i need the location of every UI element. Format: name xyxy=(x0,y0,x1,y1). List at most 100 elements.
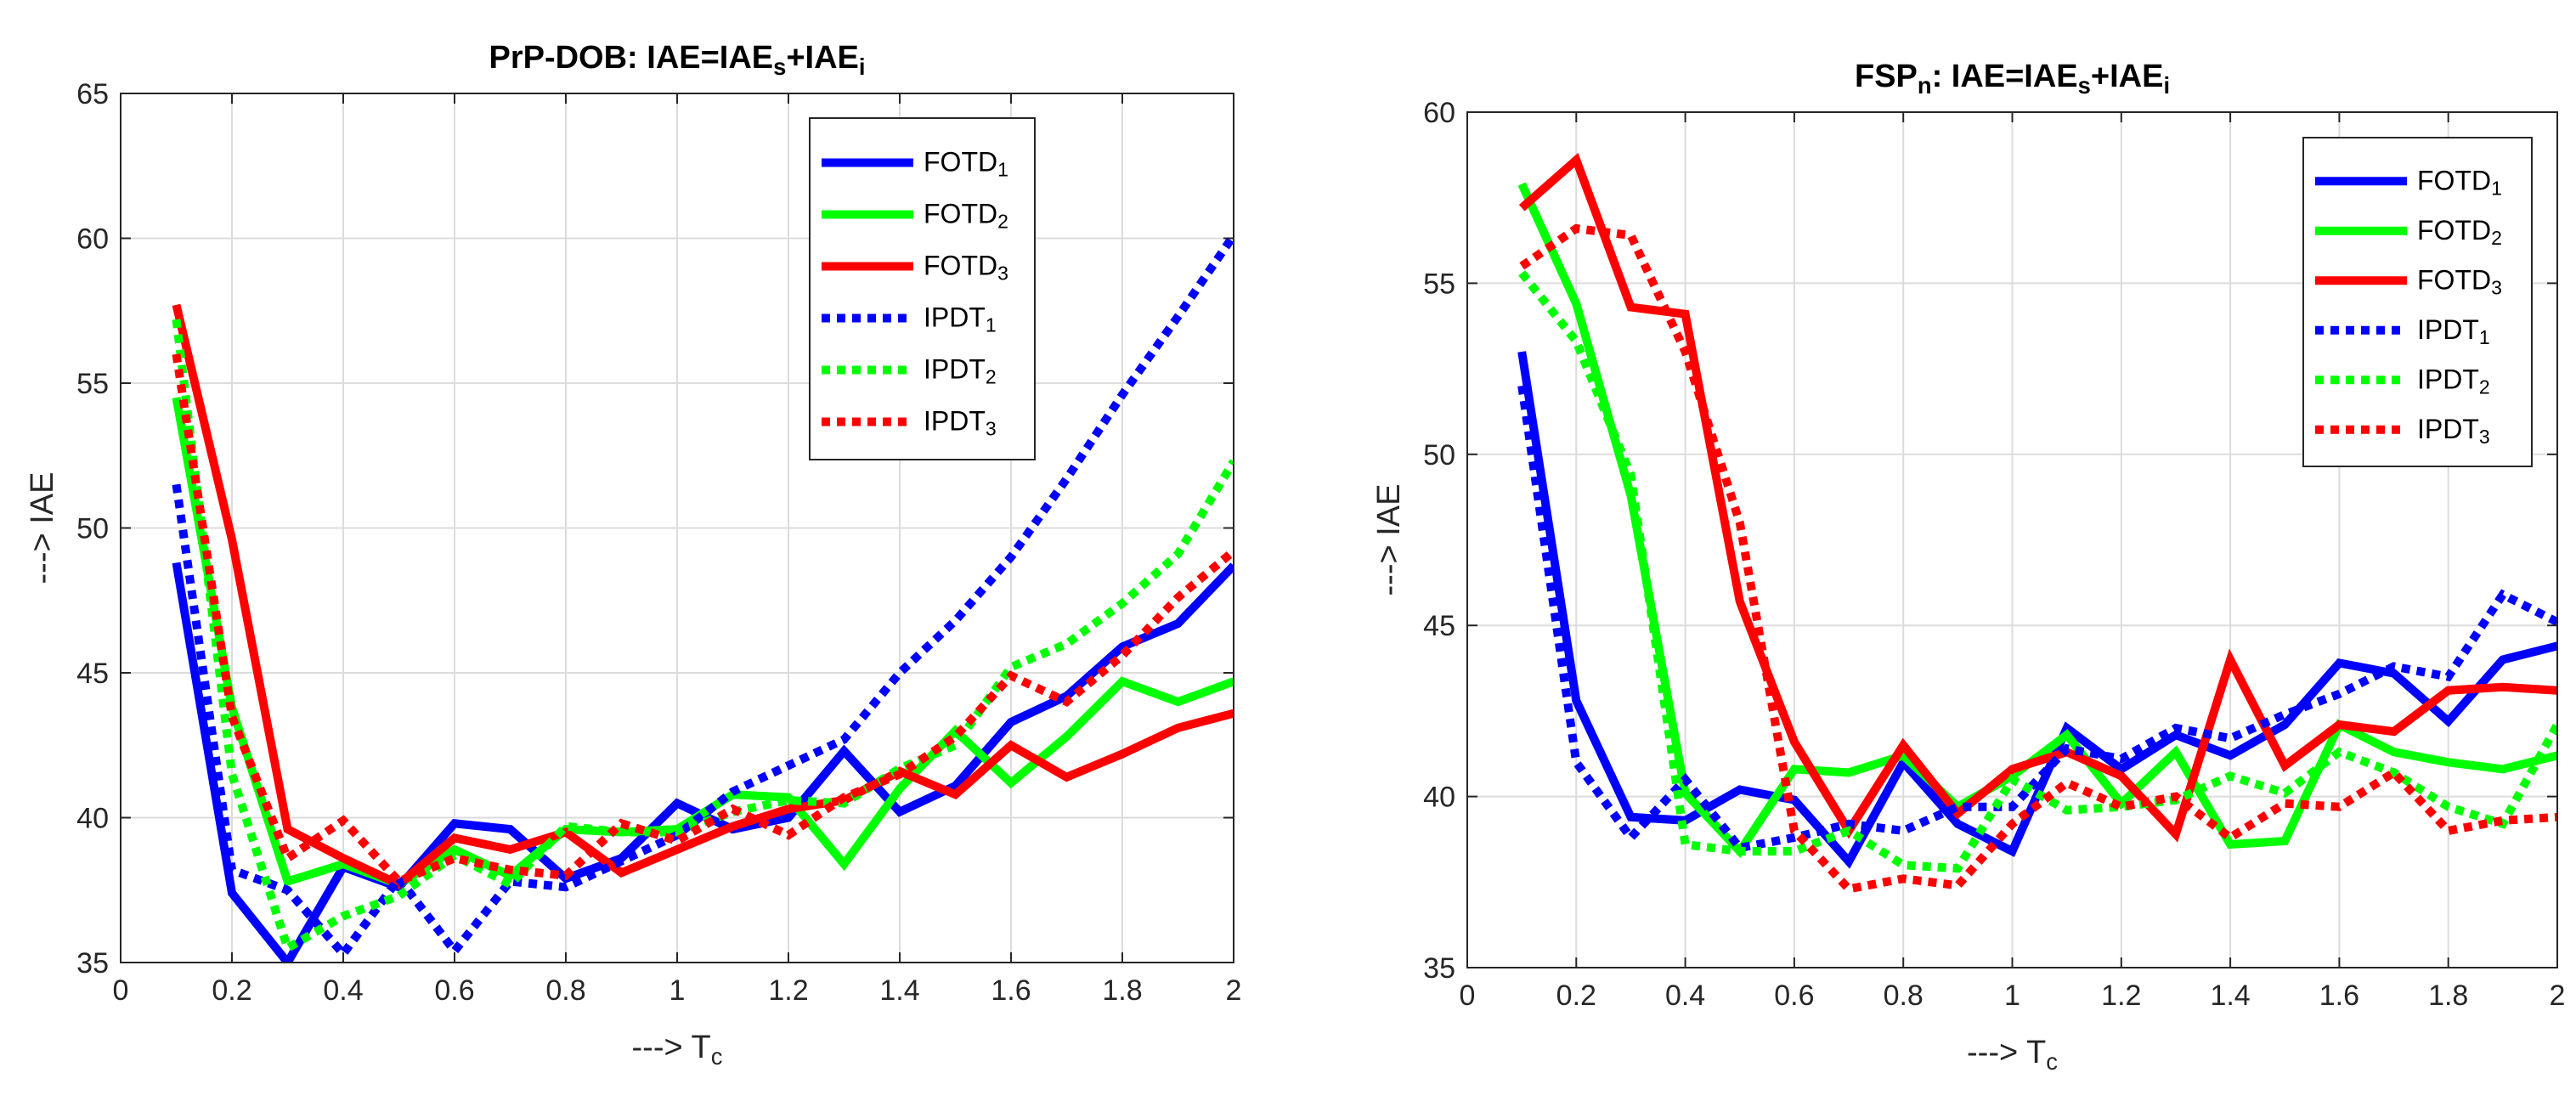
chart-title-text: +IAE xyxy=(786,40,859,76)
x-tick-label: 2 xyxy=(2550,980,2566,1012)
x-tick-label: 0.4 xyxy=(1665,980,1705,1012)
x-tick-label: 0.6 xyxy=(1774,980,1814,1012)
x-tick-label: 1.2 xyxy=(2101,980,2141,1012)
legend-label-subscript: 2 xyxy=(997,211,1008,233)
series-line-fotd-2 xyxy=(1517,182,2557,859)
chart-title-text: FSP xyxy=(1855,59,1918,94)
chart-title-subscript: s xyxy=(773,54,786,80)
legend-box xyxy=(2302,137,2533,467)
series-line-ipdt-3 xyxy=(172,353,1234,887)
y-tick-label: 55 xyxy=(76,368,109,400)
legend-label: IPDT3 xyxy=(924,406,997,440)
x-axis-label: ---> Tc xyxy=(1967,1035,2058,1075)
chart-prp-dob: 0 0.2 0.4 0.6 0.8 1 1.2 1.4 1.6 1.8 2 35 40 45 50 55 60 6… xyxy=(25,40,1241,1070)
y-tick-label: 60 xyxy=(1423,97,1455,129)
legend-label-subscript: 1 xyxy=(2479,326,2490,348)
chart-title: PrP-DOB: IAE=IAEs+IAEi xyxy=(489,40,865,80)
chart-title-subscript: i xyxy=(859,54,866,80)
legend-label-subscript: 2 xyxy=(986,366,997,388)
x-tick-label: 0.8 xyxy=(545,974,585,1007)
legend-label: FOTD3 xyxy=(924,251,1008,285)
legend-label-text: IPDT xyxy=(2417,414,2479,444)
legend-box xyxy=(809,117,1036,460)
y-tick-label: 55 xyxy=(1423,268,1455,300)
y-tick-label: 45 xyxy=(1423,610,1455,642)
chart-title-subscript: s xyxy=(2078,72,2091,99)
series-line-ipdt-1 xyxy=(1517,385,2557,853)
y-axis-label: ---> IAE xyxy=(25,472,60,584)
y-tick-label: 40 xyxy=(76,803,109,835)
legend-label: IPDT2 xyxy=(924,354,997,388)
chart-fsp-n: 0 0.2 0.4 0.6 0.8 1 1.2 1.4 1.6 1.8 2 35 40 45 50 55 60 F… xyxy=(1371,59,2565,1075)
x-tick-label: 2 xyxy=(1226,974,1242,1007)
x-tick-label: 0.2 xyxy=(1556,980,1596,1012)
legend-label: FOTD1 xyxy=(2417,165,2502,199)
legend-label-text: IPDT xyxy=(2417,364,2479,394)
series-line-fotd-3 xyxy=(1518,152,2557,843)
legend-label-subscript: 1 xyxy=(2491,178,2502,200)
legend-label-text: IPDT xyxy=(924,406,986,437)
x-tick-label: 0.2 xyxy=(212,974,251,1007)
legend-label-subscript: 3 xyxy=(997,263,1008,285)
x-tick-label: 1.6 xyxy=(2319,980,2359,1012)
series-line-ipdt-3 xyxy=(1519,223,2557,894)
legend-label-text: FOTD xyxy=(924,199,997,229)
legend-label-subscript: 3 xyxy=(986,418,997,440)
x-axis-label-subscript: c xyxy=(711,1043,723,1070)
legend-label: IPDT2 xyxy=(2417,364,2490,398)
y-tick-label: 35 xyxy=(76,947,109,980)
x-tick-label: 1 xyxy=(669,974,686,1007)
series-group xyxy=(1517,152,2557,894)
x-tick-label: 1.4 xyxy=(2210,980,2250,1012)
y-tick-label: 40 xyxy=(1423,782,1455,814)
x-axis-label-subscript: c xyxy=(2046,1048,2058,1075)
y-tick-label: 45 xyxy=(76,658,109,690)
chart-title-subscript: i xyxy=(2163,72,2170,99)
x-tick-label: 1 xyxy=(2004,980,2020,1012)
legend-label: FOTD2 xyxy=(2417,215,2502,249)
x-tick-label: 0 xyxy=(113,974,129,1007)
y-tick-label: 50 xyxy=(76,513,109,545)
legend-label-subscript: 2 xyxy=(2479,376,2490,398)
legend-label: FOTD1 xyxy=(924,147,1008,181)
chart-title-subscript: n xyxy=(1918,72,1932,99)
chart-title-text: : IAE=IAE xyxy=(1932,59,2078,94)
x-tick-label: 0 xyxy=(1460,980,1476,1012)
legend-label: FOTD3 xyxy=(2417,264,2502,298)
legend-label: FOTD2 xyxy=(924,199,1008,233)
x-tick-label: 0.6 xyxy=(434,974,474,1007)
legend-label-subscript: 3 xyxy=(2479,426,2490,448)
x-tick-label: 1.4 xyxy=(879,974,919,1007)
chart-title: FSPn: IAE=IAEs+IAEi xyxy=(1855,59,2170,99)
series-group xyxy=(172,233,1234,963)
legend-label-subscript: 1 xyxy=(986,314,997,336)
chart-title-text: PrP-DOB: IAE=IAE xyxy=(489,40,773,76)
legend-label-subscript: 2 xyxy=(2491,227,2502,249)
legend-label: IPDT1 xyxy=(924,302,997,336)
series-line-fotd-3 xyxy=(172,303,1234,889)
legend-label: IPDT1 xyxy=(2417,314,2490,348)
x-axis-label: ---> Tc xyxy=(632,1030,723,1070)
y-tick-label: 60 xyxy=(76,223,109,256)
x-tick-label: 1.2 xyxy=(768,974,808,1007)
series-line-fotd-1 xyxy=(1517,351,2557,869)
x-axis-label-text: ---> T xyxy=(1967,1035,2046,1070)
x-tick-label: 1.8 xyxy=(2428,980,2468,1012)
legend-label: IPDT3 xyxy=(2417,414,2490,448)
y-tick-label: 50 xyxy=(1423,439,1455,471)
y-tick-label: 65 xyxy=(76,78,109,110)
legend-label-text: FOTD xyxy=(924,251,997,281)
legend-label-text: FOTD xyxy=(2417,165,2491,195)
x-axis-label-text: ---> T xyxy=(632,1030,711,1065)
legend-label-text: IPDT xyxy=(2417,314,2479,345)
legend-label-subscript: 1 xyxy=(997,159,1008,181)
series-line-ipdt-2 xyxy=(1518,270,2557,873)
legend-label-text: IPDT xyxy=(924,354,986,385)
y-axis-label: ---> IAE xyxy=(1371,484,1407,596)
series-line-fotd-2 xyxy=(172,397,1234,889)
x-tick-label: 0.8 xyxy=(1884,980,1924,1012)
legend-label-text: FOTD xyxy=(2417,264,2491,295)
